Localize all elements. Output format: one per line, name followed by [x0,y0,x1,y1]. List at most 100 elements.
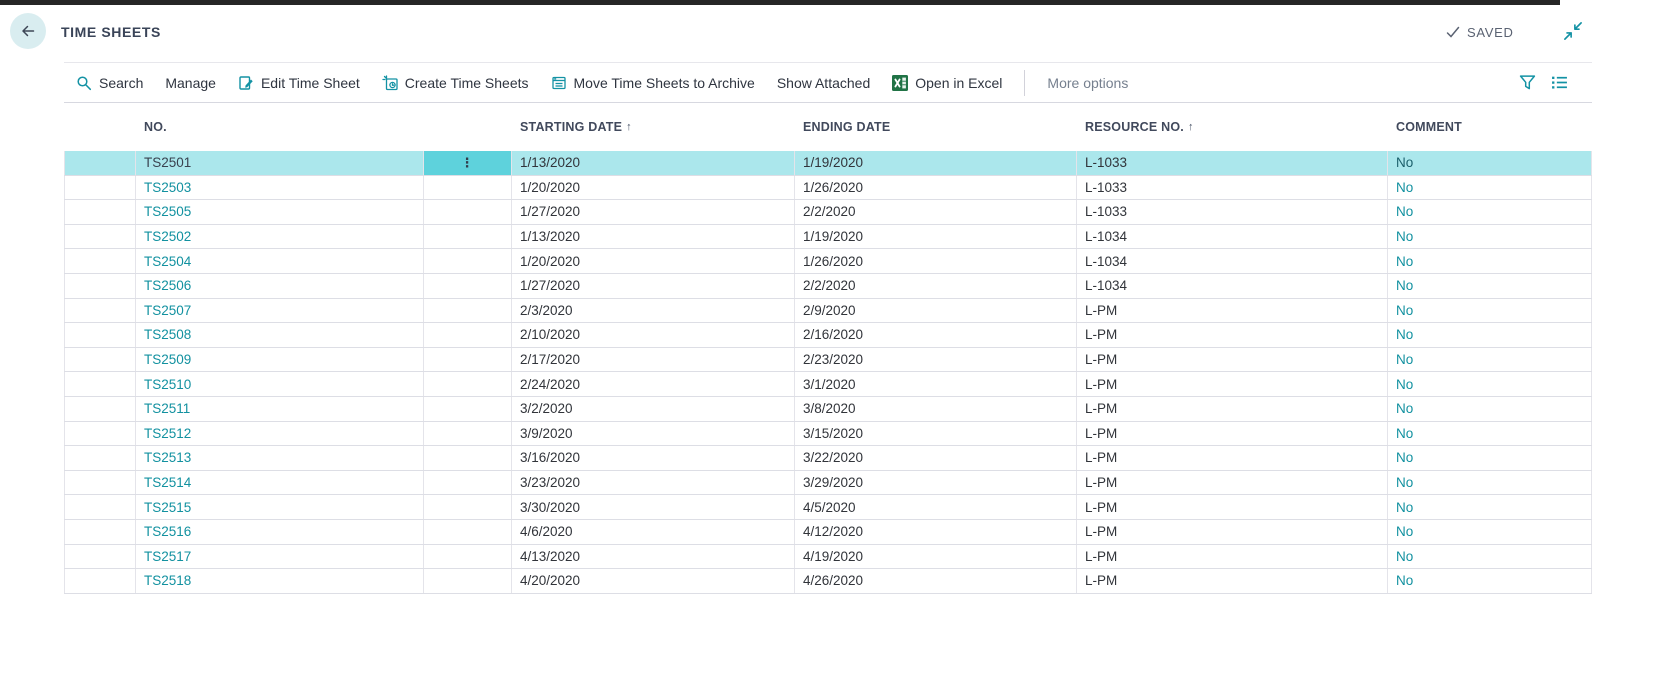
row-select-gutter[interactable] [64,519,136,544]
timesheet-no-link[interactable]: TS2515 [136,495,424,519]
comment-link[interactable]: No [1388,273,1592,298]
column-header-label: NO. [144,120,167,134]
timesheet-no-link[interactable]: TS2501 [136,151,424,175]
table-row[interactable]: TS2503 1/20/2020 1/26/2020 L-1033 No [64,175,1592,201]
column-header-no[interactable]: NO. [136,120,424,134]
row-select-gutter[interactable] [64,151,136,175]
row-select-gutter[interactable] [64,347,136,372]
row-select-gutter[interactable] [64,323,136,347]
comment-link[interactable]: No [1388,495,1592,519]
excel-icon [892,74,909,91]
timesheet-no-link[interactable]: TS2502 [136,224,424,249]
comment-link[interactable]: No [1388,151,1592,175]
table-row[interactable]: TS2508 2/10/2020 2/16/2020 L-PM No [64,323,1592,348]
archive-icon [551,75,567,91]
table-row[interactable]: TS2502 1/13/2020 1/19/2020 L-1034 No [64,224,1592,250]
row-select-gutter[interactable] [64,421,136,446]
table-row[interactable]: TS2507 2/3/2020 2/9/2020 L-PM No [64,298,1592,324]
timesheet-no-link[interactable]: TS2503 [136,175,424,200]
timesheet-no-link[interactable]: TS2509 [136,347,424,372]
starting-date-cell: 1/27/2020 [512,273,795,298]
filter-icon[interactable] [1519,74,1536,91]
comment-link[interactable]: No [1388,569,1592,593]
table-row[interactable]: TS2505 1/27/2020 2/2/2020 L-1033 No [64,200,1592,225]
row-select-gutter[interactable] [64,224,136,249]
comment-link[interactable]: No [1388,224,1592,249]
table-row[interactable]: TS2514 3/23/2020 3/29/2020 L-PM No [64,470,1592,496]
comment-link[interactable]: No [1388,544,1592,569]
timesheet-no-link[interactable]: TS2514 [136,470,424,495]
table-row[interactable]: TS2515 3/30/2020 4/5/2020 L-PM No [64,495,1592,520]
comment-link[interactable]: No [1388,249,1592,273]
table-row[interactable]: TS2501 ⋮ 1/13/2020 1/19/2020 L-1033 No [64,151,1592,176]
row-select-gutter[interactable] [64,372,136,396]
back-button[interactable] [10,13,46,49]
resource-no-cell: L-PM [1077,323,1388,347]
create-time-sheets-button[interactable]: Create Time Sheets [382,75,529,91]
resource-no-cell: L-PM [1077,569,1388,593]
more-options-button[interactable]: More options [1047,75,1128,91]
comment-link[interactable]: No [1388,396,1592,421]
table-row[interactable]: TS2518 4/20/2020 4/26/2020 L-PM No [64,569,1592,594]
row-actions-cell [424,396,512,421]
table-row[interactable]: TS2517 4/13/2020 4/19/2020 L-PM No [64,544,1592,570]
list-view-icon[interactable] [1551,74,1568,91]
row-select-gutter[interactable] [64,175,136,200]
timesheet-no-link[interactable]: TS2511 [136,396,424,421]
timesheet-no-link[interactable]: TS2513 [136,446,424,470]
edit-time-sheet-button[interactable]: Edit Time Sheet [238,75,360,91]
search-button[interactable]: Search [76,75,143,91]
timesheet-no-link[interactable]: TS2505 [136,200,424,224]
comment-link[interactable]: No [1388,200,1592,224]
table-row[interactable]: TS2509 2/17/2020 2/23/2020 L-PM No [64,347,1592,373]
resource-no-cell: L-PM [1077,421,1388,446]
column-header-comment[interactable]: COMMENT [1388,120,1592,134]
timesheet-no-link[interactable]: TS2506 [136,273,424,298]
timesheet-no-link[interactable]: TS2516 [136,519,424,544]
table-row[interactable]: TS2513 3/16/2020 3/22/2020 L-PM No [64,446,1592,471]
column-header-resource_no[interactable]: RESOURCE NO. ↑ [1077,120,1388,134]
comment-link[interactable]: No [1388,470,1592,495]
timesheet-no-link[interactable]: TS2517 [136,544,424,569]
ending-date-cell: 2/16/2020 [795,323,1077,347]
timesheet-no-link[interactable]: TS2504 [136,249,424,273]
comment-link[interactable]: No [1388,372,1592,396]
column-header-ending_date[interactable]: ENDING DATE [795,120,1077,134]
comment-link[interactable]: No [1388,323,1592,347]
timesheet-no-link[interactable]: TS2508 [136,323,424,347]
table-row[interactable]: TS2512 3/9/2020 3/15/2020 L-PM No [64,421,1592,447]
timesheet-no-link[interactable]: TS2510 [136,372,424,396]
row-select-gutter[interactable] [64,569,136,593]
row-select-gutter[interactable] [64,298,136,323]
show-attached-button[interactable]: Show Attached [777,75,870,91]
row-select-gutter[interactable] [64,396,136,421]
comment-link[interactable]: No [1388,175,1592,200]
timesheet-no-link[interactable]: TS2512 [136,421,424,446]
timesheet-no-link[interactable]: TS2518 [136,569,424,593]
row-actions-ellipsis-icon[interactable]: ⋮ [424,151,512,175]
open-in-excel-button[interactable]: Open in Excel [892,74,1002,91]
manage-button[interactable]: Manage [165,75,216,91]
row-actions-cell [424,569,512,593]
table-row[interactable]: TS2516 4/6/2020 4/12/2020 L-PM No [64,519,1592,545]
comment-link[interactable]: No [1388,298,1592,323]
row-select-gutter[interactable] [64,273,136,298]
move-time-sheets-to-archive-button[interactable]: Move Time Sheets to Archive [551,75,755,91]
row-select-gutter[interactable] [64,200,136,224]
row-select-gutter[interactable] [64,544,136,569]
row-select-gutter[interactable] [64,446,136,470]
table-row[interactable]: TS2511 3/2/2020 3/8/2020 L-PM No [64,396,1592,422]
collapse-window-icon[interactable] [1563,21,1583,41]
table-row[interactable]: TS2506 1/27/2020 2/2/2020 L-1034 No [64,273,1592,299]
comment-link[interactable]: No [1388,421,1592,446]
table-row[interactable]: TS2504 1/20/2020 1/26/2020 L-1034 No [64,249,1592,274]
row-select-gutter[interactable] [64,470,136,495]
comment-link[interactable]: No [1388,446,1592,470]
row-select-gutter[interactable] [64,495,136,519]
timesheet-no-link[interactable]: TS2507 [136,298,424,323]
column-header-starting_date[interactable]: STARTING DATE ↑ [512,120,795,134]
comment-link[interactable]: No [1388,347,1592,372]
row-select-gutter[interactable] [64,249,136,273]
table-row[interactable]: TS2510 2/24/2020 3/1/2020 L-PM No [64,372,1592,397]
comment-link[interactable]: No [1388,519,1592,544]
